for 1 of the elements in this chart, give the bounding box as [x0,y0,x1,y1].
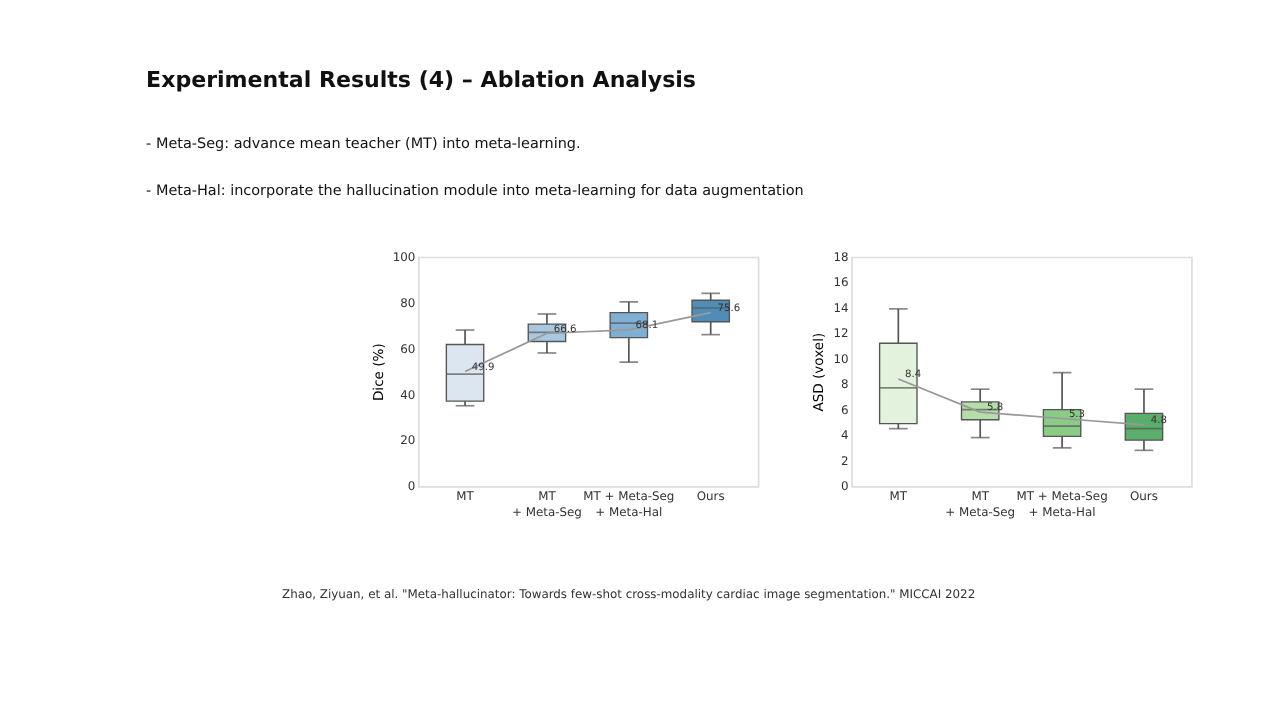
chart-title: Experimental Results (4) – Ablation Analysis [146,66,697,93]
